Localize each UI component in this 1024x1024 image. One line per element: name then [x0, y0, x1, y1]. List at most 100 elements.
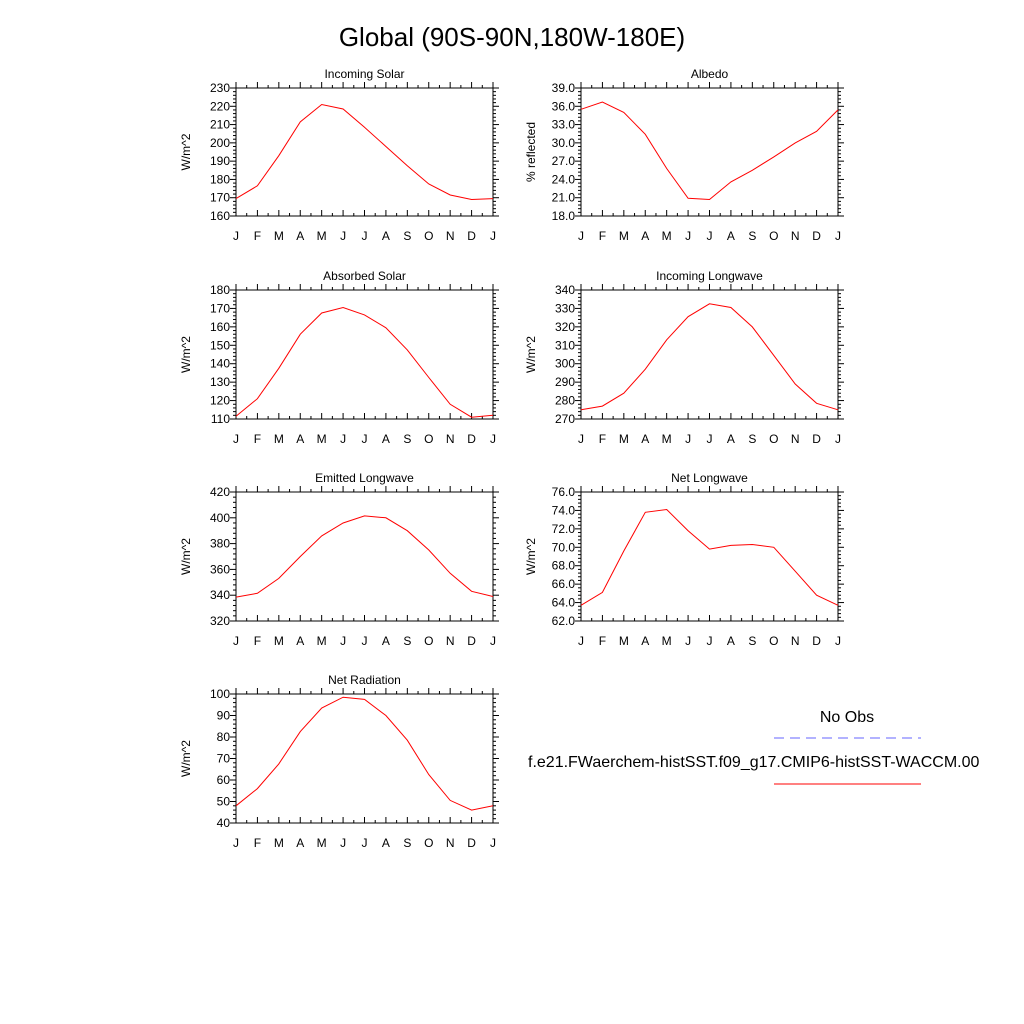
x-tick-label: F — [254, 634, 261, 648]
legend-obs-label: No Obs — [820, 709, 874, 726]
y-tick-label: 140 — [210, 357, 230, 371]
y-tick-label: 130 — [210, 375, 230, 389]
x-tick-label: J — [362, 634, 368, 648]
x-tick-label: J — [685, 432, 691, 446]
y-tick-label: 190 — [210, 154, 230, 168]
y-tick-label: 40 — [217, 816, 231, 830]
x-tick-label: J — [362, 432, 368, 446]
x-tick-label: J — [835, 634, 841, 648]
panel-frame — [580, 491, 839, 622]
x-tick-label: D — [812, 432, 821, 446]
x-tick-label: A — [641, 229, 649, 243]
y-tick-label: 400 — [210, 511, 230, 525]
panel-title: Emitted Longwave — [315, 471, 414, 485]
panel-frame — [235, 491, 494, 622]
figure-title: Global (90S-90N,180W-180E) — [339, 22, 685, 52]
series-line-net-radiation — [235, 696, 494, 811]
y-axis-label: W/m^2 — [179, 133, 193, 170]
series-line-albedo — [580, 101, 839, 201]
panel-title: Absorbed Solar — [323, 269, 406, 283]
y-tick-label: 420 — [210, 485, 230, 499]
x-tick-label: S — [748, 634, 756, 648]
x-tick-label: J — [707, 432, 713, 446]
x-tick-label: O — [769, 432, 778, 446]
y-tick-label: 110 — [211, 412, 230, 426]
y-tick-label: 310 — [555, 338, 575, 352]
x-tick-label: D — [467, 836, 476, 850]
panel-title: Incoming Longwave — [656, 269, 763, 283]
x-tick-label: D — [467, 229, 476, 243]
x-tick-label: J — [685, 634, 691, 648]
x-tick-label: J — [340, 432, 346, 446]
x-tick-label: D — [812, 229, 821, 243]
x-tick-label: J — [578, 634, 584, 648]
x-tick-label: M — [662, 432, 672, 446]
panel-title: Net Longwave — [671, 471, 748, 485]
x-tick-label: J — [233, 634, 239, 648]
x-tick-label: N — [446, 229, 455, 243]
x-tick-label: J — [707, 229, 713, 243]
x-tick-label: M — [619, 634, 629, 648]
y-tick-label: 21.0 — [552, 191, 576, 205]
series-line-emitted-longwave — [235, 515, 494, 598]
x-tick-label: A — [382, 836, 390, 850]
y-tick-label: 290 — [555, 375, 575, 389]
y-axis-label: % reflected — [524, 122, 538, 182]
y-tick-label: 230 — [210, 81, 230, 95]
x-tick-label: J — [578, 432, 584, 446]
x-tick-label: J — [685, 229, 691, 243]
x-tick-label: J — [490, 432, 496, 446]
panel-frame — [235, 289, 494, 420]
x-tick-label: J — [233, 836, 239, 850]
y-tick-label: 200 — [210, 136, 230, 150]
x-tick-label: M — [619, 229, 629, 243]
x-tick-label: F — [254, 836, 261, 850]
series-line-incoming-solar — [235, 103, 494, 201]
x-tick-label: A — [727, 229, 735, 243]
x-tick-label: A — [382, 432, 390, 446]
panel-title: Net Radiation — [328, 673, 401, 687]
x-tick-label: F — [599, 432, 606, 446]
x-tick-label: J — [835, 229, 841, 243]
y-tick-label: 74.0 — [552, 503, 576, 517]
y-tick-label: 76.0 — [552, 485, 576, 499]
x-tick-label: N — [446, 634, 455, 648]
y-tick-label: 270 — [555, 412, 575, 426]
x-tick-label: M — [274, 229, 284, 243]
x-tick-label: D — [812, 634, 821, 648]
x-tick-label: F — [599, 229, 606, 243]
y-tick-label: 27.0 — [552, 154, 576, 168]
x-tick-label: N — [791, 229, 800, 243]
panel-frame — [235, 87, 494, 217]
y-tick-label: 72.0 — [552, 522, 576, 536]
x-tick-label: A — [641, 432, 649, 446]
x-tick-label: J — [490, 229, 496, 243]
x-tick-label: M — [317, 634, 327, 648]
x-tick-label: N — [446, 836, 455, 850]
x-tick-label: S — [403, 229, 411, 243]
y-tick-label: 300 — [555, 357, 575, 371]
y-tick-label: 150 — [210, 338, 230, 352]
y-axis-label: W/m^2 — [524, 538, 538, 575]
x-tick-label: A — [382, 229, 390, 243]
legend: No Obs f.e21.FWaerchem-histSST.f09_g17.C… — [528, 709, 980, 785]
x-tick-label: M — [317, 836, 327, 850]
y-tick-label: 210 — [210, 118, 230, 132]
x-tick-label: A — [296, 229, 304, 243]
y-tick-label: 160 — [210, 209, 230, 223]
y-tick-label: 66.0 — [552, 577, 576, 591]
y-axis-label: W/m^2 — [179, 740, 193, 777]
x-tick-label: J — [835, 432, 841, 446]
x-tick-label: S — [403, 836, 411, 850]
x-tick-label: J — [340, 634, 346, 648]
legend-model-label: f.e21.FWaerchem-histSST.f09_g17.CMIP6-hi… — [528, 754, 980, 771]
x-tick-label: M — [317, 432, 327, 446]
x-tick-label: M — [274, 432, 284, 446]
x-tick-label: M — [662, 634, 672, 648]
x-tick-label: O — [424, 432, 433, 446]
